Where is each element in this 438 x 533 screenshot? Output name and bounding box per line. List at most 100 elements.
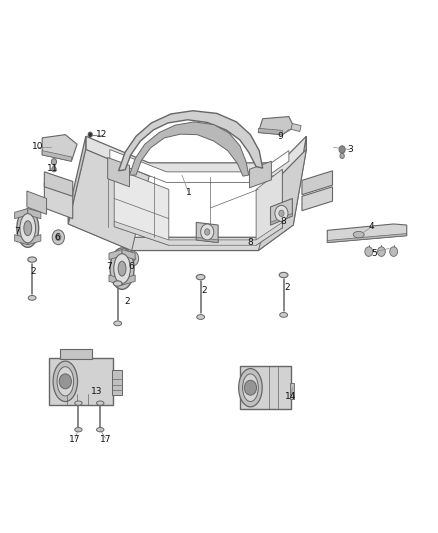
Text: 8: 8 — [281, 217, 286, 226]
Ellipse shape — [239, 368, 262, 407]
Circle shape — [390, 247, 398, 256]
Text: 5: 5 — [371, 249, 377, 258]
Text: 2: 2 — [31, 268, 36, 276]
Ellipse shape — [113, 281, 122, 286]
Polygon shape — [302, 171, 332, 195]
Text: 7: 7 — [106, 262, 112, 271]
Circle shape — [127, 251, 139, 266]
Text: 2: 2 — [284, 283, 290, 292]
Text: 2: 2 — [201, 286, 207, 295]
Polygon shape — [196, 222, 218, 243]
Ellipse shape — [353, 231, 364, 238]
Ellipse shape — [114, 254, 131, 284]
Bar — [240, 367, 291, 409]
Circle shape — [378, 247, 385, 256]
Text: 17: 17 — [69, 435, 81, 444]
Ellipse shape — [75, 401, 82, 405]
Polygon shape — [271, 198, 292, 225]
Circle shape — [340, 154, 344, 159]
Text: 6: 6 — [129, 262, 134, 271]
Polygon shape — [28, 208, 41, 219]
Polygon shape — [42, 151, 71, 161]
Ellipse shape — [24, 221, 32, 236]
Ellipse shape — [28, 295, 36, 300]
Polygon shape — [42, 135, 77, 161]
Ellipse shape — [75, 427, 82, 432]
Text: 8: 8 — [247, 238, 253, 247]
Polygon shape — [44, 182, 73, 219]
Ellipse shape — [57, 367, 74, 396]
Circle shape — [275, 205, 288, 221]
Ellipse shape — [96, 401, 104, 405]
Polygon shape — [27, 191, 46, 214]
Ellipse shape — [197, 314, 205, 319]
Text: 14: 14 — [285, 392, 297, 401]
Polygon shape — [122, 275, 135, 285]
Circle shape — [56, 234, 61, 240]
Polygon shape — [258, 150, 306, 251]
Polygon shape — [114, 221, 283, 245]
Ellipse shape — [118, 261, 126, 276]
Circle shape — [279, 210, 284, 216]
Polygon shape — [14, 208, 28, 219]
Text: 4: 4 — [369, 222, 374, 231]
Ellipse shape — [114, 321, 122, 326]
Circle shape — [88, 132, 92, 138]
Polygon shape — [68, 212, 293, 251]
Polygon shape — [86, 136, 306, 176]
Polygon shape — [196, 237, 218, 243]
Text: 9: 9 — [277, 132, 283, 141]
Text: 11: 11 — [46, 164, 58, 173]
Polygon shape — [122, 249, 135, 260]
Ellipse shape — [110, 248, 134, 289]
Ellipse shape — [96, 427, 104, 432]
Ellipse shape — [279, 272, 288, 278]
Bar — [49, 358, 113, 405]
Polygon shape — [68, 150, 149, 251]
Polygon shape — [44, 172, 73, 196]
Polygon shape — [114, 168, 169, 245]
Ellipse shape — [28, 257, 36, 262]
Ellipse shape — [243, 374, 258, 401]
Circle shape — [52, 166, 56, 172]
Polygon shape — [108, 158, 130, 187]
Circle shape — [51, 159, 57, 165]
Bar — [60, 350, 92, 359]
Polygon shape — [110, 150, 289, 182]
Ellipse shape — [20, 214, 35, 243]
Polygon shape — [327, 233, 407, 243]
Polygon shape — [258, 117, 294, 135]
Circle shape — [244, 380, 257, 395]
Bar — [290, 383, 294, 399]
Polygon shape — [271, 213, 292, 225]
Text: 17: 17 — [100, 435, 111, 444]
Circle shape — [52, 230, 64, 245]
Polygon shape — [28, 235, 41, 245]
Polygon shape — [119, 111, 263, 171]
Polygon shape — [109, 275, 122, 285]
Polygon shape — [130, 122, 249, 176]
Ellipse shape — [280, 312, 288, 317]
Text: 3: 3 — [347, 145, 353, 154]
Circle shape — [59, 374, 71, 389]
Text: 2: 2 — [124, 296, 130, 305]
Bar — [112, 369, 122, 395]
Text: 13: 13 — [91, 387, 102, 396]
Polygon shape — [291, 124, 301, 132]
Text: 10: 10 — [32, 142, 43, 151]
Polygon shape — [293, 136, 306, 225]
Text: 1: 1 — [186, 188, 191, 197]
Ellipse shape — [17, 209, 39, 247]
Circle shape — [130, 255, 135, 262]
Ellipse shape — [196, 274, 205, 280]
Circle shape — [201, 224, 214, 240]
Polygon shape — [302, 187, 332, 211]
Text: 7: 7 — [14, 228, 20, 237]
Polygon shape — [256, 169, 283, 245]
Circle shape — [205, 229, 210, 235]
Ellipse shape — [53, 361, 78, 401]
Polygon shape — [68, 136, 86, 224]
Text: 12: 12 — [96, 130, 108, 139]
Polygon shape — [258, 128, 283, 135]
Polygon shape — [109, 249, 122, 260]
